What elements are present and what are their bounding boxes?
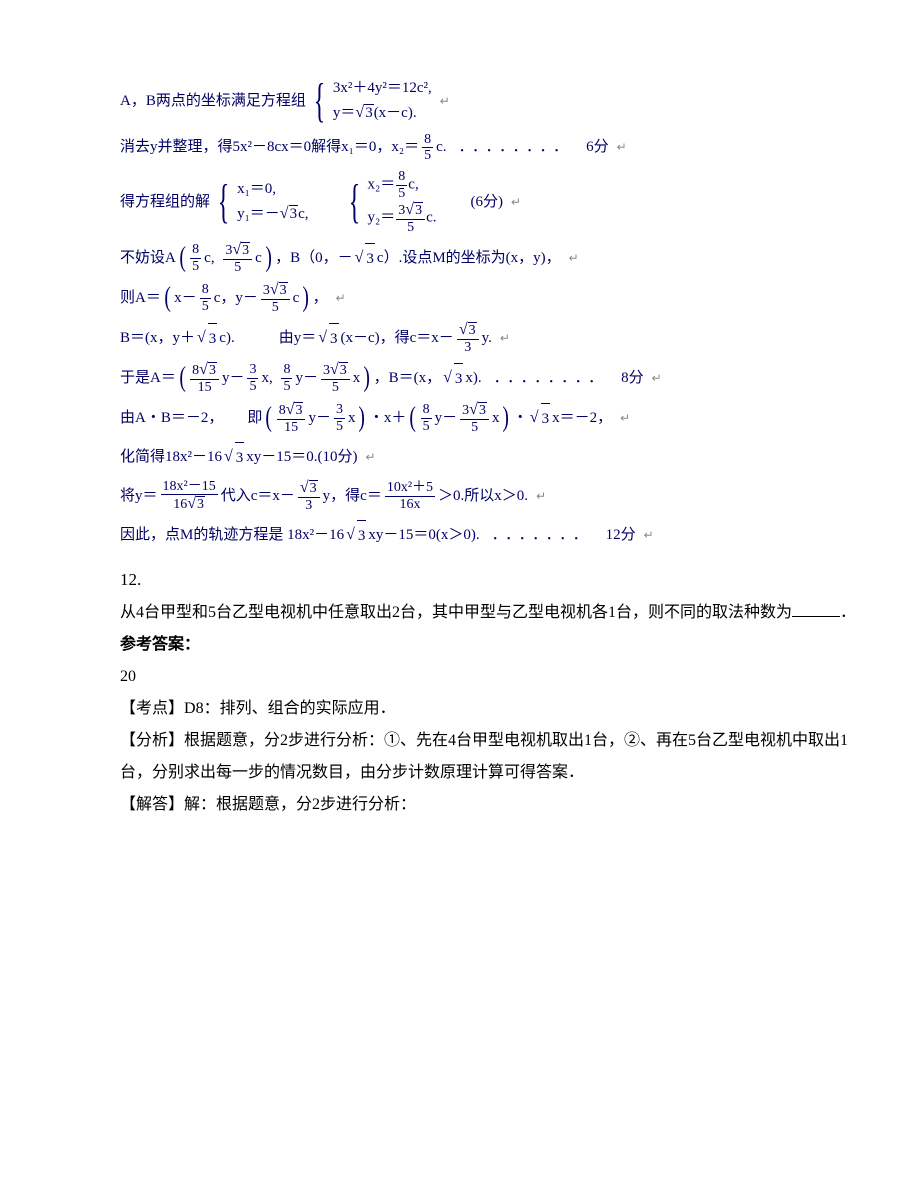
answer-label: 参考答案： xyxy=(120,629,860,661)
return-icon: ↵ xyxy=(440,89,450,113)
left-brace: { xyxy=(314,77,326,125)
line-2: 消去y并整理，得5x²－8cx＝0解得x₁＝0，x₂＝ 85 c. ．．．．．．… xyxy=(120,132,860,164)
line-6: B＝(x，y＋√3c). 由y＝√3(x－c)，得c＝x－ √33 y. ↵ xyxy=(120,321,860,355)
blank-field xyxy=(792,602,840,617)
line-7: 于是A＝ ( 8√315 y－ 35 x, 85 y－ 3√35 x ) ，B＝… xyxy=(120,361,860,395)
fenxi: 【分析】根据题意，分2步进行分析：①、先在4台甲型电视机取出1台，②、再在5台乙… xyxy=(120,725,860,789)
kaodian: 【考点】D8：排列、组合的实际应用． xyxy=(120,693,860,725)
line-9: 化简得18x²－16√3xy－15＝0.(10分) ↵ xyxy=(120,441,860,473)
answer-value: 20 xyxy=(120,661,860,693)
line-4: 不妨设A ( 85 c, 3√35 c ) ，B（0，－√3c）.设点M的坐标为… xyxy=(120,241,860,275)
line-1: A，B两点的坐标满足方程组 { 3x²＋4y²＝12c², y＝√3(x－c).… xyxy=(120,76,860,126)
line-10: 将y＝ 18x²－1516√3 代入c＝x－ √33 y，得c＝ 10x²＋51… xyxy=(120,479,860,513)
dots: ．．．．．．．． xyxy=(459,132,575,162)
equation-system: 3x²＋4y²＝12c², y＝√3(x－c). xyxy=(333,76,432,126)
line-8: 由A・B＝－2， 即 ( 8√315 y－ 35 x ) ・x＋ ( 85 y－… xyxy=(120,401,860,435)
question-text: 从4台甲型和5台乙型电视机中任意取出2台，其中甲型与乙型电视机各1台，则不同的取… xyxy=(120,597,860,629)
question-number: 12. xyxy=(120,563,860,597)
jieda: 【解答】解：根据题意，分2步进行分析： xyxy=(120,789,860,821)
line-11: 因此，点M的轨迹方程是 18x²－16√3xy－15＝0(x＞0). ．．．．．… xyxy=(120,519,860,551)
line-5: 则A＝ ( x－ 85 c，y－ 3√35 c ) ， ↵ xyxy=(120,281,860,315)
text: A，B两点的坐标满足方程组 xyxy=(120,86,306,116)
line-3: 得方程组的解 { x₁＝0, y₁＝－√3c, { x₂＝85c, y₂＝3√3… xyxy=(120,169,860,235)
